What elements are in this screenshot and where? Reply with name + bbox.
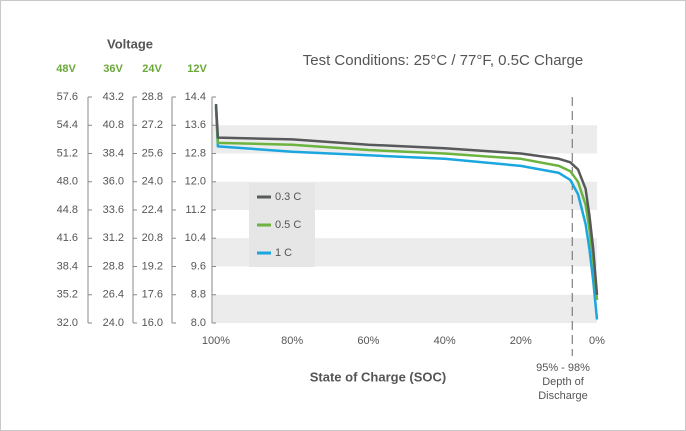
y-tick-label: 31.2: [103, 232, 124, 244]
y-tick-label: 48.0: [57, 176, 78, 188]
y-tick-label: 38.4: [57, 260, 78, 272]
y-tick-label: 24.0: [103, 317, 124, 329]
y-tick-label: 26.4: [103, 289, 124, 301]
x-tick-label: 20%: [510, 335, 532, 347]
y-tick-label: 35.2: [57, 289, 78, 301]
y-tick-label: 8.8: [191, 289, 206, 301]
y-tick-label: 51.2: [57, 147, 78, 159]
x-tick-label: 40%: [434, 335, 456, 347]
y-tick-label: 36.0: [103, 176, 124, 188]
legend-label: 0.3 C: [275, 191, 301, 203]
y-tick-label: 54.4: [57, 119, 78, 131]
y-tick-label: 24.0: [142, 176, 163, 188]
grid-band: [213, 294, 597, 323]
annotation: 95% - 98%: [536, 362, 590, 374]
y-tick-label: 28.8: [142, 91, 163, 103]
y-tick-label: 8.0: [191, 317, 206, 329]
axis-header: 12V: [187, 63, 207, 75]
annotation: Depth of: [542, 376, 585, 388]
series-line: [214, 104, 599, 295]
axis-header: 48V: [56, 63, 76, 75]
x-tick-label: 80%: [281, 335, 303, 347]
y-tick-label: 33.6: [103, 204, 124, 216]
y-tick-label: 16.0: [142, 317, 163, 329]
y-tick-label: 17.6: [142, 289, 163, 301]
series-line: [214, 107, 599, 320]
y-tick-label: 41.6: [57, 232, 78, 244]
y-tick-label: 28.8: [103, 260, 124, 272]
y-tick-label: 40.8: [103, 119, 124, 131]
y-tick-label: 10.4: [185, 232, 206, 244]
y-tick-label: 25.6: [142, 147, 163, 159]
series-line: [214, 105, 599, 301]
y-tick-label: 38.4: [103, 147, 124, 159]
x-tick-label: 60%: [357, 335, 379, 347]
y-tick-label: 13.6: [185, 119, 206, 131]
y-tick-label: 22.4: [142, 204, 163, 216]
y-tick-label: 11.2: [185, 204, 206, 216]
axis-header: 36V: [103, 63, 123, 75]
axis-header: 24V: [142, 63, 162, 75]
y-tick-label: 57.6: [57, 91, 78, 103]
legend-label: 1 C: [275, 247, 292, 259]
y-tick-label: 27.2: [142, 119, 163, 131]
legend-label: 0.5 C: [275, 219, 301, 231]
y-tick-label: 43.2: [103, 91, 124, 103]
x-tick-label: 0%: [589, 335, 605, 347]
y-tick-label: 20.8: [142, 232, 163, 244]
chart-title: Test Conditions: 25°C / 77°F, 0.5C Charg…: [303, 52, 583, 69]
y-tick-label: 44.8: [57, 204, 78, 216]
y-tick-label: 19.2: [142, 260, 163, 272]
voltage-title: Voltage: [107, 36, 153, 51]
y-tick-label: 14.4: [185, 91, 206, 103]
y-tick-label: 9.6: [191, 260, 206, 272]
y-tick-label: 12.0: [185, 176, 206, 188]
y-tick-label: 32.0: [57, 317, 78, 329]
annotation: Discharge: [538, 390, 588, 402]
y-tick-label: 12.8: [185, 147, 206, 159]
x-axis-title: State of Charge (SOC): [310, 369, 447, 384]
x-tick-label: 100%: [202, 335, 230, 347]
